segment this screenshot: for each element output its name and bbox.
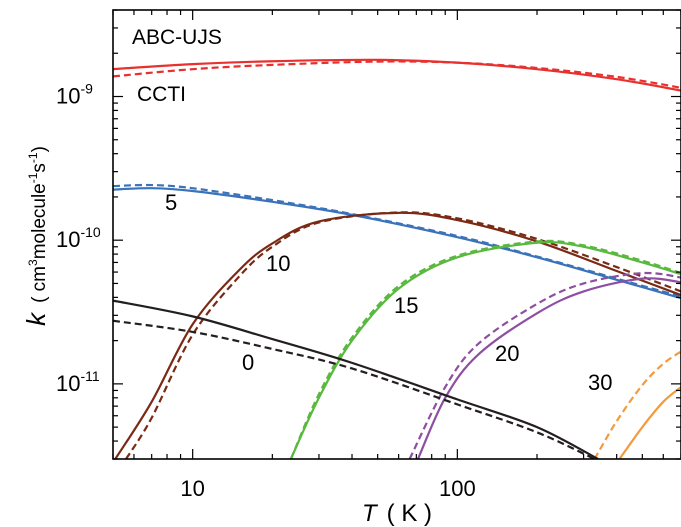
curve-label-0: 0 — [242, 350, 254, 375]
series-20-dashed-line — [408, 271, 681, 459]
series-0-solid-line — [113, 299, 599, 459]
series-30-solid-line — [618, 386, 681, 459]
curve-label-30: 30 — [588, 370, 612, 395]
x-tick-label: 100 — [439, 476, 476, 501]
series-5-solid-line — [113, 187, 681, 300]
series-10-dashed-line — [125, 211, 681, 459]
series-20-solid-line — [416, 277, 681, 459]
x-axis-label: T( K ) — [362, 500, 432, 527]
y-tick-label: 10-9 — [56, 81, 93, 109]
series-30-dashed-line — [593, 350, 681, 459]
series-top-solid-line — [113, 58, 681, 92]
plot-frame — [112, 9, 681, 460]
curve-label-15: 15 — [394, 293, 418, 318]
legend-dashed-label: CCTI — [137, 83, 186, 106]
curve-label-5: 5 — [165, 190, 177, 215]
series-top-dashed-line — [113, 60, 681, 89]
series-15-solid-line — [289, 241, 681, 459]
curves-layer — [113, 58, 681, 459]
curve-label-20: 20 — [495, 341, 519, 366]
y-tick-label: 10-11 — [56, 368, 100, 396]
series-0-dashed-line — [113, 319, 596, 459]
series-5-dashed-line — [113, 183, 681, 298]
curve-label-10: 10 — [266, 251, 290, 276]
x-tick-label: 10 — [180, 476, 204, 501]
y-tick-label: 10-10 — [56, 224, 101, 252]
legend-solid-label: ABC-UJS — [132, 26, 222, 49]
y-axis-label: k( cm3molecule-1s-1) — [21, 146, 51, 326]
curve-labels-layer: 5 10 15 20 30 0 — [165, 190, 612, 395]
